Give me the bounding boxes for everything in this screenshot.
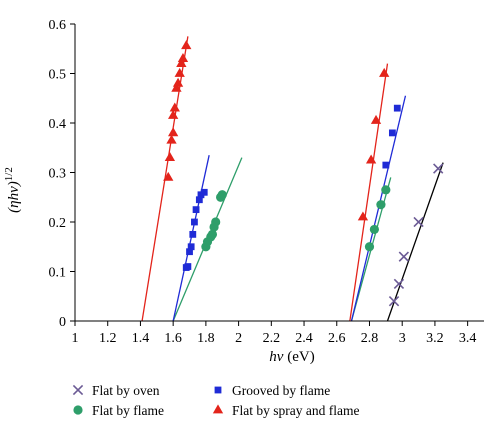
fit-line	[172, 155, 210, 322]
legend-label: Flat by oven	[92, 383, 160, 398]
data-point	[369, 224, 379, 235]
data-point	[388, 296, 400, 307]
data-point	[186, 248, 193, 256]
fit-lines	[141, 36, 444, 322]
data-point	[192, 206, 200, 214]
data-point	[211, 217, 221, 227]
data-point	[176, 58, 187, 67]
x-axis-label: hν (eV)	[269, 349, 314, 365]
data-point	[174, 67, 185, 77]
y-tick-label: 0.4	[49, 117, 67, 132]
data-point	[207, 229, 218, 239]
y-tick-label: 0.6	[49, 18, 67, 33]
data-point	[172, 77, 184, 87]
y-tick-label: 0.3	[49, 167, 67, 182]
x-tick-label: 2.8	[361, 331, 379, 346]
data-point	[168, 127, 179, 137]
data-point	[381, 185, 391, 195]
y-tick-label: 0.2	[49, 216, 67, 231]
data-point	[163, 171, 174, 181]
data-point	[181, 40, 192, 50]
legend-marker	[72, 384, 84, 396]
data-point	[169, 102, 180, 112]
x-tick-label: 1.2	[99, 331, 117, 346]
x-tick-label: 3.4	[459, 331, 477, 346]
data-point	[382, 161, 390, 169]
y-axis-label: (ηhν)1/2	[3, 167, 22, 213]
x-tick-label: 1.4	[132, 331, 150, 346]
y-tick-label: 0	[59, 315, 66, 330]
axes: 1 1.2 1.4 1.6 1.8 2 2.2 2.4 2.6 2.8 3 3.2 3.4 0 0.1 0.2…	[49, 18, 484, 346]
y-tick-label: 0.5	[49, 68, 67, 83]
data-point	[195, 196, 203, 204]
fit-line	[386, 162, 444, 322]
data-point	[393, 104, 401, 112]
x-tick-label: 3	[399, 331, 406, 346]
legend-marker	[73, 405, 83, 415]
data-point	[217, 190, 227, 200]
data-point	[187, 243, 195, 251]
data-point	[433, 163, 444, 174]
legend-marker	[214, 386, 222, 394]
data-point	[177, 53, 189, 63]
x-tick-label: 2	[235, 331, 242, 346]
data-point	[379, 67, 390, 77]
x-tick-label: 1.6	[164, 331, 182, 346]
legend-label: Grooved by flame	[232, 383, 330, 398]
data-point	[168, 109, 179, 119]
legend: Flat by oven Flat by flame Grooved by flam…	[72, 383, 359, 418]
data-point	[164, 152, 176, 162]
data-point	[189, 230, 197, 238]
data-point	[171, 82, 182, 92]
data-point	[370, 114, 382, 124]
x-tick-label: 2.2	[263, 331, 281, 346]
legend-label: Flat by flame	[92, 403, 164, 418]
data-point	[393, 278, 405, 290]
x-tick-label: 1.8	[197, 331, 215, 346]
data-point	[184, 263, 192, 270]
data-point	[357, 211, 369, 221]
legend-label: Flat by spray and flame	[232, 403, 359, 418]
x-tick-label: 1	[72, 331, 79, 346]
x-tick-label: 2.6	[328, 331, 346, 346]
x-tick-label: 2.4	[295, 331, 313, 346]
data-point	[388, 129, 396, 137]
fit-line	[349, 63, 389, 322]
data-point	[364, 242, 375, 252]
data-point	[191, 218, 198, 226]
y-tick-label: 0.1	[49, 266, 67, 281]
data-points	[163, 40, 444, 307]
data-point	[365, 154, 377, 164]
data-point	[413, 216, 424, 228]
data-point	[398, 251, 410, 262]
legend-marker	[212, 404, 224, 414]
data-point	[166, 134, 177, 144]
data-point	[376, 200, 386, 210]
x-tick-label: 3.2	[426, 331, 444, 346]
data-point	[200, 188, 208, 196]
